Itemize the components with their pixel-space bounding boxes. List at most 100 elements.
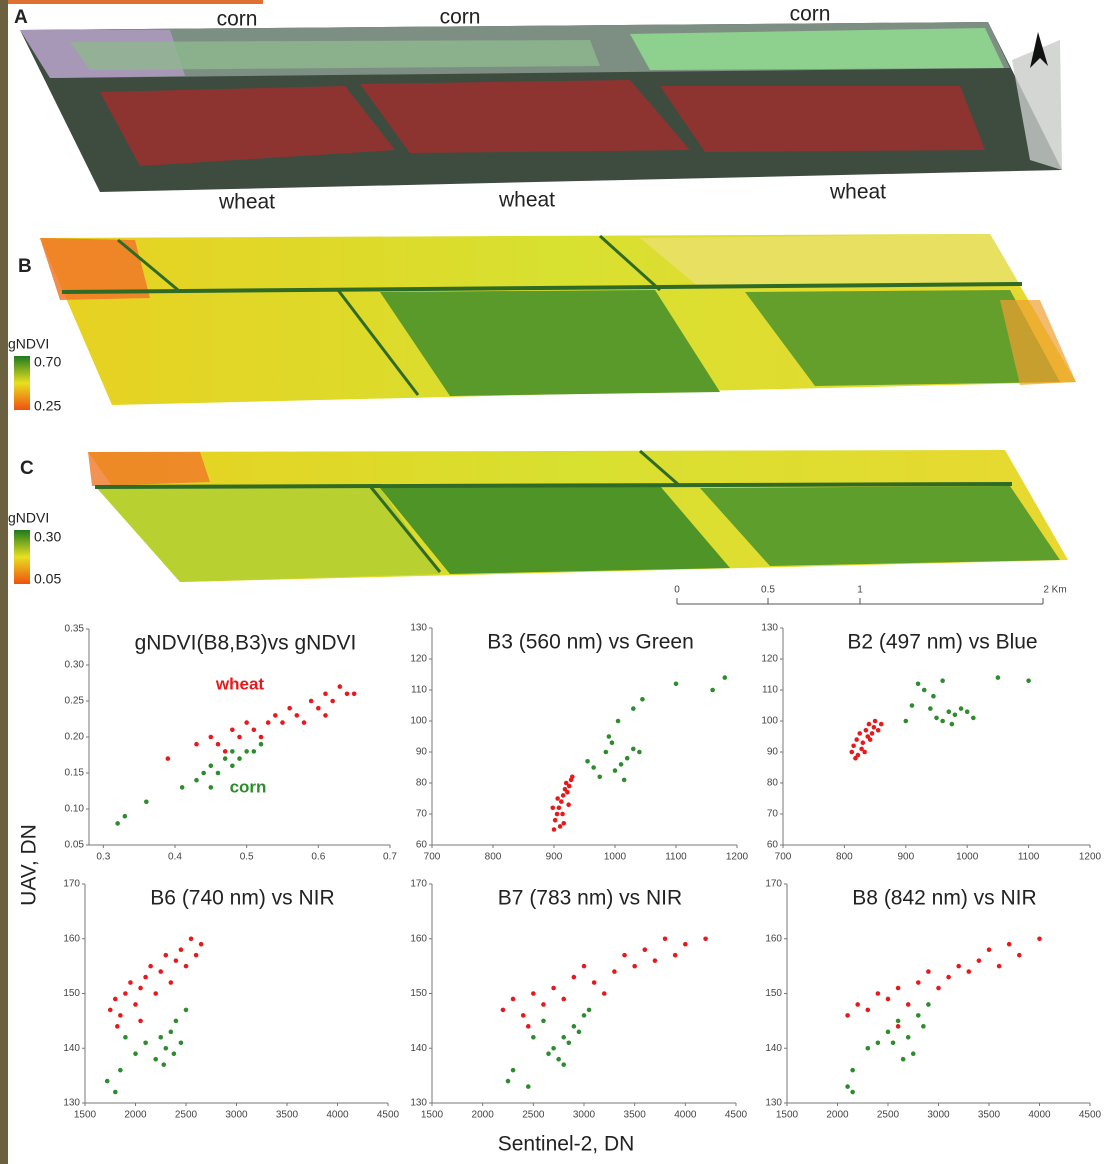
- x-tick-label: 1100: [665, 852, 687, 863]
- data-point: [940, 719, 945, 724]
- series-label: wheat: [215, 674, 265, 693]
- y-tick-label: 120: [761, 654, 778, 665]
- data-point: [856, 753, 861, 758]
- data-point: [862, 750, 867, 755]
- y-tick-label: 70: [767, 809, 779, 820]
- data-point: [555, 796, 560, 801]
- data-point: [566, 802, 571, 807]
- y-tick-label: 170: [765, 879, 782, 890]
- data-point: [561, 793, 566, 798]
- data-point: [506, 1079, 511, 1084]
- data-point: [971, 716, 976, 721]
- data-point: [916, 1013, 921, 1018]
- data-point: [158, 1035, 163, 1040]
- data-point: [959, 706, 964, 711]
- data-point: [209, 785, 214, 790]
- data-point: [879, 722, 884, 727]
- data-point: [230, 749, 235, 754]
- x-tick-label: 3500: [624, 1110, 647, 1121]
- x-tick-label: 3000: [927, 1110, 950, 1121]
- data-point: [209, 735, 214, 740]
- x-tick-label: 4500: [377, 1110, 400, 1121]
- data-point: [870, 731, 875, 736]
- x-tick-label: 2000: [472, 1110, 495, 1121]
- data-point: [316, 706, 321, 711]
- map-a: [20, 22, 1062, 192]
- frame-edge: [0, 0, 8, 1164]
- x-tick-label: 3500: [276, 1110, 299, 1121]
- data-point: [553, 818, 558, 823]
- data-point: [259, 742, 264, 747]
- x-tick-label: 800: [485, 852, 502, 863]
- data-point: [115, 821, 120, 826]
- y-tick-label: 170: [410, 879, 427, 890]
- x-tick-label: 1500: [74, 1110, 97, 1121]
- y-tick-label: 140: [63, 1043, 80, 1054]
- data-point: [587, 1008, 592, 1013]
- data-point: [607, 734, 612, 739]
- data-point: [953, 713, 958, 718]
- data-point: [577, 1030, 582, 1035]
- legend-title: gNDVI: [8, 510, 49, 526]
- data-point: [123, 814, 128, 819]
- data-point: [850, 1090, 855, 1095]
- data-point: [123, 991, 128, 996]
- data-point: [851, 744, 856, 749]
- x-tick-label: 1200: [1079, 852, 1102, 863]
- data-point: [876, 1040, 881, 1045]
- data-point: [616, 719, 621, 724]
- data-point: [723, 675, 728, 680]
- y-tick-label: 0.25: [65, 696, 85, 707]
- y-tick-label: 0.35: [65, 624, 85, 635]
- data-point: [330, 699, 335, 704]
- data-point: [164, 1046, 169, 1051]
- data-point: [643, 947, 648, 952]
- data-point: [295, 713, 300, 718]
- data-point: [541, 1002, 546, 1007]
- data-point: [108, 1008, 113, 1013]
- data-point: [613, 768, 618, 773]
- data-point: [622, 953, 627, 958]
- data-point: [194, 778, 199, 783]
- data-point: [849, 750, 854, 755]
- data-point: [546, 1051, 551, 1056]
- data-point: [352, 692, 357, 697]
- x-tick-label: 3500: [978, 1110, 1001, 1121]
- map-c: [88, 450, 1068, 582]
- legend-max: 0.70: [34, 354, 61, 370]
- data-point: [169, 1030, 174, 1035]
- data-point: [144, 800, 149, 805]
- data-point: [886, 997, 891, 1002]
- data-point: [561, 1062, 566, 1067]
- data-point: [199, 942, 204, 947]
- data-point: [683, 942, 688, 947]
- data-point: [511, 1068, 516, 1073]
- data-point: [612, 969, 617, 974]
- data-point: [521, 1013, 526, 1018]
- data-point: [174, 1019, 179, 1024]
- x-tick-label: 4500: [725, 1110, 748, 1121]
- chart-title: B3 (560 nm) vs Green: [487, 631, 694, 654]
- data-point: [128, 980, 133, 985]
- data-point: [928, 706, 933, 711]
- x-tick-label: 1000: [956, 852, 979, 863]
- data-point: [604, 750, 609, 755]
- data-point: [179, 947, 184, 952]
- legend-min: 0.25: [34, 398, 61, 414]
- data-point: [922, 688, 927, 693]
- data-point: [866, 1008, 871, 1013]
- data-point: [567, 784, 572, 789]
- y-tick-label: 0.15: [65, 768, 85, 779]
- y-tick-label: 140: [765, 1043, 782, 1054]
- data-point: [886, 1030, 891, 1035]
- data-point: [302, 720, 307, 725]
- data-point: [244, 720, 249, 725]
- data-point: [610, 740, 615, 745]
- data-point: [602, 991, 607, 996]
- data-point: [876, 991, 881, 996]
- data-point: [252, 728, 257, 733]
- data-point: [570, 775, 575, 780]
- x-tick-label: 700: [775, 852, 792, 863]
- y-tick-label: 130: [761, 623, 778, 634]
- data-point: [118, 1013, 123, 1018]
